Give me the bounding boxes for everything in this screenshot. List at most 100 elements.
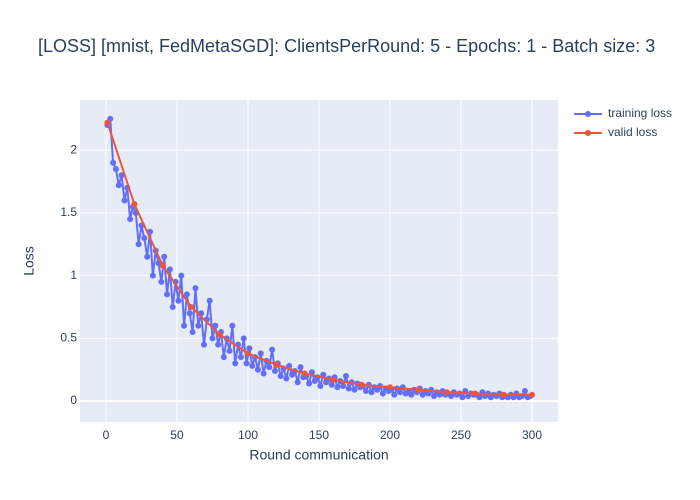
point [181, 322, 188, 329]
legend-label: training loss [608, 106, 672, 120]
point [269, 346, 276, 353]
point [317, 382, 324, 389]
chart-title: [LOSS] [mnist, FedMetaSGD]: ClientsPerRo… [38, 36, 655, 56]
point [115, 182, 122, 189]
point [232, 360, 239, 367]
y-tick-label: 0 [70, 393, 77, 407]
point [266, 364, 273, 371]
x-tick-label: 250 [451, 428, 471, 442]
point [183, 291, 190, 298]
point [249, 362, 256, 369]
point [368, 389, 375, 396]
point [212, 322, 219, 329]
legend-swatch-marker [585, 130, 591, 136]
point [195, 322, 202, 329]
y-tick-label: 1.5 [60, 205, 77, 219]
point [257, 350, 264, 357]
point [209, 335, 216, 342]
point [141, 234, 148, 241]
point [206, 297, 213, 304]
point [334, 384, 341, 391]
point [283, 375, 290, 382]
point [149, 272, 156, 279]
y-tick-label: 2 [70, 142, 77, 156]
point [476, 394, 483, 401]
point [328, 381, 335, 388]
point [246, 345, 253, 352]
point [443, 389, 450, 396]
y-axis-label: Loss [21, 246, 37, 276]
point [342, 372, 349, 379]
point [229, 322, 236, 329]
point [521, 388, 528, 395]
point [351, 386, 358, 393]
legend-label: valid loss [608, 125, 657, 139]
point [396, 389, 403, 396]
point [189, 329, 196, 336]
series-line [106, 122, 533, 396]
point [131, 201, 138, 208]
point [216, 331, 223, 338]
point [330, 376, 337, 383]
point [294, 379, 301, 386]
point [529, 391, 536, 398]
y-tick-label: 1 [70, 268, 77, 282]
point [408, 391, 415, 398]
point [277, 372, 284, 379]
x-tick-label: 50 [170, 428, 184, 442]
point [200, 341, 207, 348]
point [297, 364, 304, 371]
y-tick-label: 0.5 [60, 331, 77, 345]
point [220, 354, 227, 361]
point [104, 119, 111, 126]
x-tick-label: 0 [103, 428, 110, 442]
point [379, 390, 386, 397]
x-tick-label: 300 [522, 428, 542, 442]
point [260, 370, 267, 377]
point [301, 370, 308, 377]
point [192, 285, 199, 292]
point [362, 388, 369, 395]
point [237, 354, 244, 361]
point [112, 165, 119, 172]
point [306, 380, 313, 387]
point [273, 361, 280, 368]
point [175, 297, 182, 304]
point [271, 367, 278, 374]
point [387, 384, 394, 391]
point [166, 266, 173, 273]
point [127, 216, 134, 223]
point [188, 303, 195, 310]
point [110, 159, 117, 166]
x-tick-label: 100 [238, 428, 258, 442]
point [161, 253, 168, 260]
point [391, 391, 398, 398]
point [118, 172, 125, 179]
point [415, 386, 422, 393]
point [243, 360, 250, 367]
point [254, 366, 261, 373]
point [186, 310, 193, 317]
point [215, 341, 222, 348]
point [121, 197, 128, 204]
point [144, 253, 151, 260]
point [459, 394, 466, 401]
x-tick-label: 150 [309, 428, 329, 442]
point [158, 278, 165, 285]
point [345, 385, 352, 392]
point [169, 303, 176, 310]
point [178, 272, 185, 279]
point [358, 381, 365, 388]
point [159, 262, 166, 269]
point [472, 390, 479, 397]
point [500, 391, 507, 398]
point [240, 335, 247, 342]
point [226, 347, 233, 354]
point [164, 291, 171, 298]
point [135, 241, 142, 248]
x-axis-label: Round communication [249, 447, 388, 463]
point [340, 382, 347, 389]
x-tick-label: 200 [380, 428, 400, 442]
point [244, 350, 251, 357]
